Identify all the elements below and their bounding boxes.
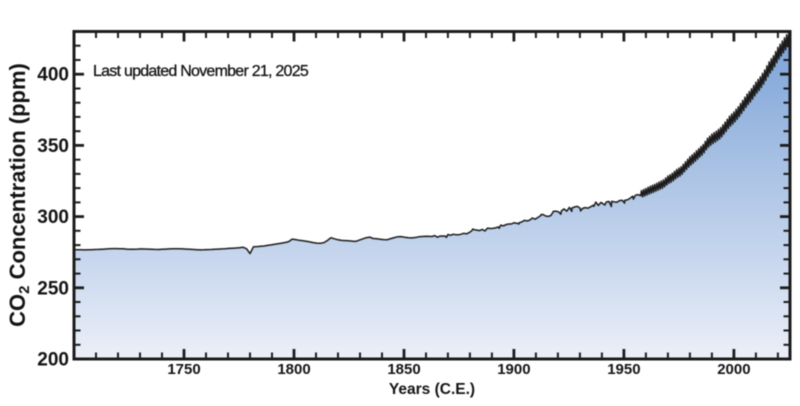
svg-text:Years (C.E.): Years (C.E.): [389, 381, 475, 398]
svg-text:200: 200: [37, 350, 69, 371]
svg-text:Last updated November 21, 2025: Last updated November 21, 2025: [93, 63, 309, 80]
svg-text:1750: 1750: [167, 361, 200, 378]
svg-text:400: 400: [37, 65, 69, 86]
svg-text:300: 300: [37, 207, 69, 228]
svg-text:350: 350: [37, 136, 69, 157]
svg-text:1800: 1800: [277, 361, 310, 378]
svg-text:1900: 1900: [497, 361, 530, 378]
svg-text:1950: 1950: [607, 361, 640, 378]
svg-text:1850: 1850: [387, 361, 420, 378]
svg-text:2000: 2000: [717, 361, 750, 378]
svg-text:CO2 Concentration (ppm): CO2 Concentration (ppm): [5, 63, 33, 327]
svg-text:250: 250: [37, 278, 69, 299]
